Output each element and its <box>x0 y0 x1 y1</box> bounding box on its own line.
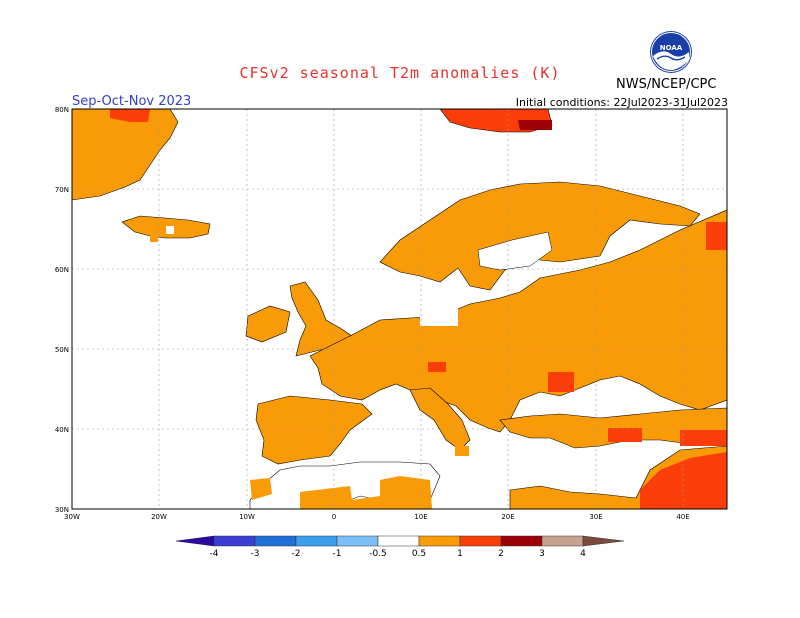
lat-label: 50N <box>55 346 69 354</box>
legend-swatch <box>541 535 584 547</box>
lon-label: 20W <box>151 513 167 521</box>
lat-label: 70N <box>55 186 69 194</box>
legend-swatch <box>213 535 256 547</box>
map-title: CFSv2 seasonal T2m anomalies (K) <box>239 64 561 82</box>
legend-label: -1 <box>333 549 342 559</box>
legend-label: -4 <box>210 549 219 559</box>
alps-hot-patch <box>428 362 446 372</box>
lon-label: 10W <box>239 513 255 521</box>
legend-label: 2 <box>498 549 504 559</box>
svalbard-dark-patch <box>518 120 552 130</box>
lat-label: 80N <box>55 106 69 114</box>
legend-swatch <box>418 535 461 547</box>
map-grid <box>72 109 727 509</box>
legend-swatch <box>377 535 420 547</box>
north-sea-white-patch <box>420 290 458 326</box>
legend-swatch <box>459 535 502 547</box>
legend-label: 3 <box>539 549 545 559</box>
legend-swatch <box>500 535 543 547</box>
italy-region <box>409 387 471 451</box>
legend-label: 0.5 <box>412 549 426 559</box>
legend-swatches <box>175 535 625 547</box>
svg-text:NOAA: NOAA <box>660 44 683 52</box>
initial-conditions: Initial conditions: 22Jul2023-31Jul2023 <box>515 96 728 109</box>
lat-label: 30N <box>55 506 69 514</box>
baltic-white-patch <box>477 231 553 271</box>
legend-label: -2 <box>292 549 301 559</box>
legend-label: 4 <box>580 549 586 559</box>
noaa-logo-icon: NOAA <box>650 31 692 73</box>
legend-swatch-max <box>582 535 625 547</box>
map-border <box>71 108 728 510</box>
forecast-period: Sep-Oct-Nov 2023 <box>72 94 192 109</box>
balkan-hot-patch <box>548 372 574 392</box>
greenland-region <box>72 109 179 201</box>
legend-swatch <box>336 535 379 547</box>
lat-label: 60N <box>55 266 69 274</box>
greenland-hot-patch <box>110 109 150 122</box>
lon-label: 10E <box>414 513 427 521</box>
iberia-south-patch <box>250 478 272 500</box>
east-hot-patch <box>706 222 727 250</box>
legend-label: 1 <box>457 549 463 559</box>
ireland-region <box>245 305 291 343</box>
lon-label: 30E <box>589 513 602 521</box>
tunisia-patch <box>455 446 469 456</box>
legend-swatch <box>295 535 338 547</box>
lon-label: 40E <box>676 513 689 521</box>
middle-east-hot-patch <box>640 452 727 509</box>
lon-label: 0 <box>332 513 336 521</box>
mainland-europe-region <box>309 209 727 433</box>
legend-label: -0.5 <box>369 549 387 559</box>
africa-warm-strip <box>300 476 432 509</box>
agency-label: NWS/NCEP/CPC <box>616 77 717 92</box>
legend-label: -3 <box>251 549 260 559</box>
lat-label: 40N <box>55 426 69 434</box>
iberia-region <box>255 395 373 465</box>
caucasus-hot-patch <box>680 430 727 446</box>
lon-label: 20E <box>501 513 514 521</box>
turkey-hot-patch <box>608 428 642 442</box>
lon-label: 30W <box>64 513 80 521</box>
legend-swatch <box>254 535 297 547</box>
